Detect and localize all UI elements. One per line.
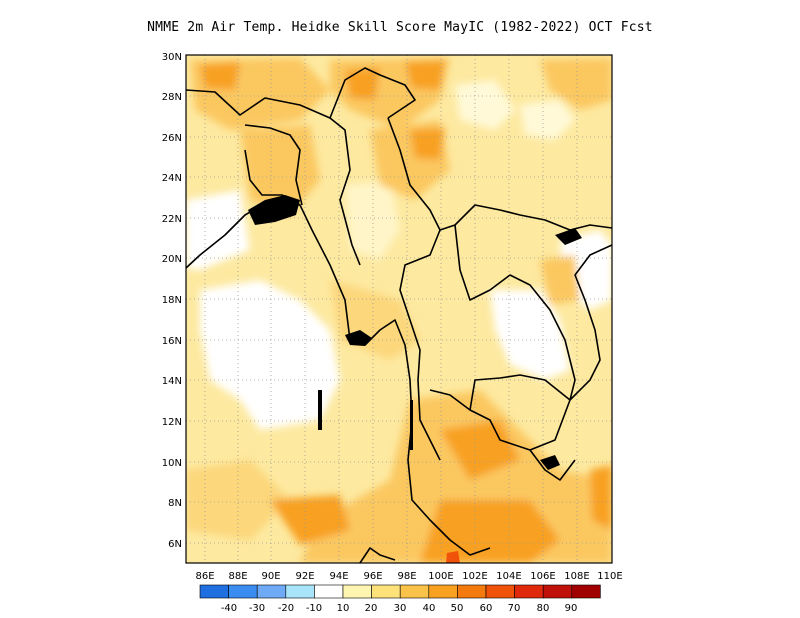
lat-label: 26N [162,133,182,144]
lon-label: 86E [195,571,214,582]
deep-patch-mm [410,128,445,160]
lon-label: 96E [363,571,382,582]
colorbar-label: -20 [278,603,294,614]
colorbar-label: 10 [337,603,350,614]
colorbar-label: -30 [249,603,265,614]
sumatra-coast [359,547,396,563]
lat-axis: 30N 28N 26N 24N 22N 20N 18N 16N 14N 12N … [162,52,182,550]
lat-label: 20N [162,254,182,265]
lat-label: 10N [162,458,182,469]
orange-patch-ne [540,58,612,110]
white-patch-laos [490,290,570,380]
colorbar-swatch [199,584,229,599]
pale-patch-c [345,180,400,260]
colorbar-swatch [399,584,430,599]
irrawaddy-delta [345,330,372,346]
himalaya-border [186,67,416,119]
colorbar-label: 30 [394,603,407,614]
orange-patch-e [540,255,580,305]
lat-label: 24N [162,173,182,184]
colorbar-labels: -40 -30 -20 -10 10 20 30 40 50 60 70 80 … [221,603,578,614]
map-frame [185,54,613,564]
lat-label: 12N [162,417,182,428]
lon-axis: 86E 88E 90E 92E 94E 96E 98E 100E 102E 10… [195,571,622,582]
lat-label: 8N [168,498,182,509]
colorbar-swatch [256,584,287,599]
colorbar-swatch [514,584,544,599]
colorbar-label: 80 [537,603,550,614]
mergui-archipelago [410,400,413,450]
cambodia-border [469,374,571,411]
colorbar-swatch [571,584,601,599]
colorbar-label: 60 [480,603,493,614]
colorbar-swatch [457,584,487,599]
red-patch-s [446,551,460,563]
laos-border [454,224,576,401]
white-patch-w [186,190,250,270]
colorbar-swatch [342,584,372,599]
lat-label: 22N [162,214,182,225]
lat-label: 28N [162,92,182,103]
pale-patch-n [455,80,515,130]
lon-label: 106E [530,571,555,582]
lon-label: 92E [295,571,314,582]
lon-label: 108E [564,571,589,582]
white-patch-bay [200,280,340,430]
red-river-delta [555,228,582,245]
gridlines [186,55,612,563]
pale-patch-ne [520,100,575,140]
lon-label: 104E [496,571,521,582]
deep-patch-se [590,465,612,530]
mekong-delta [540,455,560,470]
map-title: NMME 2m Air Temp. Heidke Skill Score May… [147,20,653,35]
lon-label: 102E [462,571,487,582]
lon-label: 94E [329,571,348,582]
colorbar-swatch [485,584,515,599]
colorbar-swatch [228,584,258,599]
deep-patch-n2 [345,68,380,100]
deep-patch-sw [270,495,350,545]
bangladesh-border [244,124,303,206]
lon-label: 110E [597,571,622,582]
colorbar-label: 90 [565,603,578,614]
lat-label: 6N [168,539,182,550]
lon-label: 88E [228,571,247,582]
lat-label: 14N [162,376,182,387]
colorbar-label: 20 [365,603,378,614]
colorbar-label: 70 [508,603,521,614]
colorbar-swatch [314,584,344,599]
lat-label: 16N [162,336,182,347]
colorbar-swatch [542,584,573,599]
lat-label: 30N [162,52,182,63]
deltas-islands [248,195,582,470]
lon-label: 90E [261,571,280,582]
colorbar-swatches [199,584,601,599]
colorbar-label: 50 [451,603,464,614]
thai-myanmar-border [399,229,441,461]
myanmar-west-border [329,117,361,266]
colorbar-swatch [371,584,401,599]
lon-label: 100E [428,571,453,582]
lat-label: 18N [162,295,182,306]
colorbar-swatch [428,584,458,599]
skill-field [186,55,612,563]
andaman-islands [318,390,322,430]
lon-label: 98E [397,571,416,582]
colorbar-swatch [285,584,315,599]
deep-patch-th [440,420,520,480]
colorbar-label: 40 [423,603,436,614]
colorbar: -40 -30 -20 -10 10 20 30 40 50 60 70 80 … [199,584,601,614]
ganges-delta [248,195,300,225]
deep-patch-s [420,500,560,563]
colorbar-label: -10 [306,603,322,614]
deep-patch-n1 [405,60,445,90]
mekong-coast [529,449,576,481]
deep-patch-nw [200,62,240,90]
colorbar-label: -40 [221,603,237,614]
